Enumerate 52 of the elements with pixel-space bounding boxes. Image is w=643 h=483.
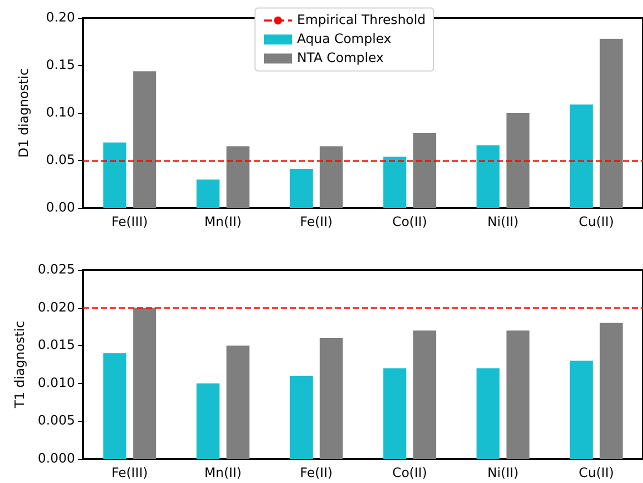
bar [290,376,313,459]
y-tick-label: 0.025 [38,262,75,278]
bar [226,346,250,459]
bar [383,368,406,459]
y-tick-label: 0.015 [38,338,75,354]
x-tick-label: Mn(II) [204,466,242,481]
y-tick-label: 0.20 [46,10,75,26]
y-tick-label: 0.000 [38,452,75,466]
y-tick-label: 0.10 [46,106,75,120]
bar [413,330,436,459]
x-tick-label: Ni(II) [487,215,519,230]
bar [133,308,156,459]
bar [570,104,593,208]
bar [600,38,623,208]
bar [476,368,500,459]
bar [290,169,313,208]
bar [383,156,406,208]
bar [476,145,500,208]
bar [320,338,343,459]
bar [320,146,343,208]
y-tick-label: 0.00 [46,200,75,216]
legend-label: Empirical Threshold [297,13,426,28]
x-tick-label: Cu(II) [578,215,614,230]
x-tick-label: Ni(II) [487,466,519,481]
x-tick-label: Mn(II) [204,215,242,230]
y-tick-label: 0.15 [46,58,75,73]
bar [413,132,436,208]
x-tick-label: Fe(III) [111,466,148,481]
x-tick-label: Cu(II) [578,466,614,481]
y-axis-title: D1 diagnostic [17,68,32,158]
legend-label: Aqua Complex [297,32,392,47]
x-tick-label: Fe(II) [300,215,333,230]
y-tick-label: 0.05 [46,153,75,168]
x-tick-label: Fe(II) [300,466,333,481]
bar [103,142,126,208]
bar [196,180,220,208]
y-tick-label: 0.010 [38,376,75,391]
x-tick-label: Fe(III) [111,215,148,230]
bar [506,113,530,208]
y-tick-label: 0.005 [38,414,75,429]
bar [196,383,220,459]
bar [600,322,623,459]
bar [570,360,593,459]
legend-label: NTA Complex [297,51,384,66]
y-axis-title: T1 diagnostic [12,320,28,410]
bar [133,71,156,208]
bar [506,330,530,459]
bar [226,146,250,208]
x-tick-label: Co(II) [392,466,428,481]
y-tick-label: 0.020 [38,300,75,316]
bar [103,353,126,459]
x-tick-label: Co(II) [392,215,428,230]
